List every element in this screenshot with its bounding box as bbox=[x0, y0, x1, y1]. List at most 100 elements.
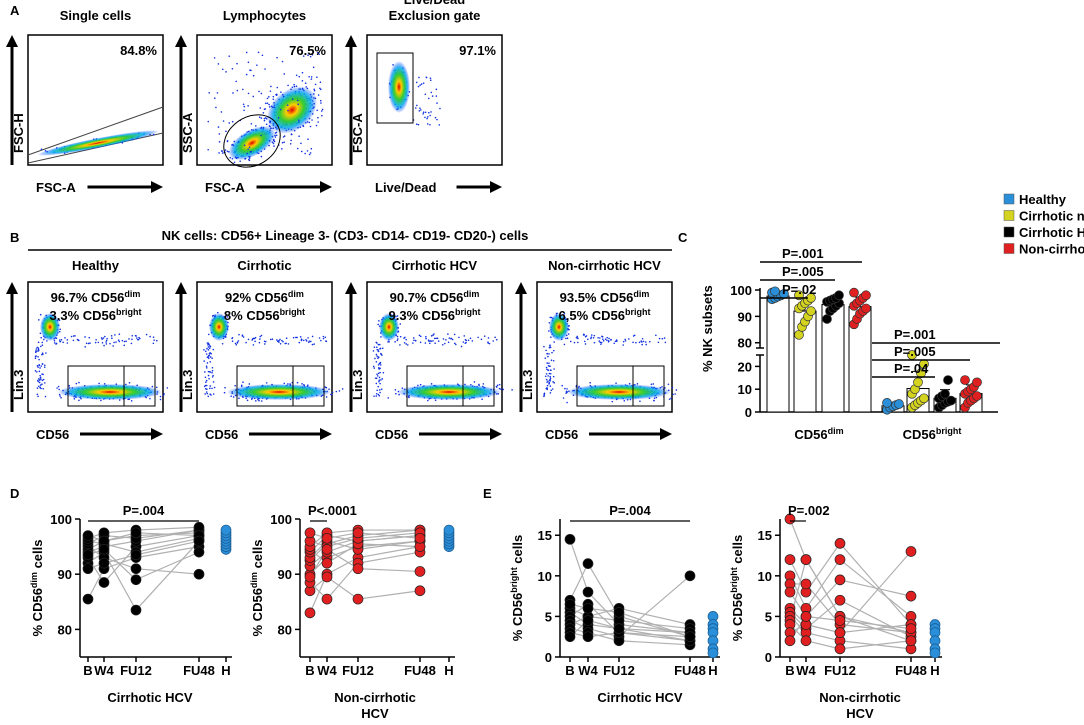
event-dot bbox=[611, 400, 614, 403]
event-dot bbox=[205, 391, 208, 393]
event-dot bbox=[159, 398, 162, 401]
event-dot bbox=[37, 385, 40, 388]
event-dot bbox=[439, 107, 441, 110]
density-cloud bbox=[379, 313, 399, 341]
x-tick-label-part: CD56 bbox=[903, 427, 936, 442]
event-dot bbox=[208, 92, 210, 94]
event-dot bbox=[379, 371, 381, 374]
event-dot bbox=[243, 144, 246, 147]
patient-line bbox=[309, 540, 421, 575]
data-point bbox=[98, 544, 110, 555]
event-dot bbox=[377, 367, 380, 369]
patient-line bbox=[569, 539, 691, 634]
event-dot bbox=[212, 393, 215, 395]
event-dot bbox=[430, 111, 432, 113]
event-dot bbox=[128, 382, 131, 384]
y-tick-label: 10 bbox=[758, 569, 772, 584]
event-dot bbox=[563, 312, 566, 315]
arrow-head bbox=[320, 428, 332, 440]
event-dot bbox=[314, 97, 317, 100]
data-point bbox=[304, 527, 316, 539]
event-dot bbox=[159, 395, 162, 398]
event-dot bbox=[207, 148, 209, 151]
event-dot bbox=[569, 340, 572, 343]
event-dot bbox=[252, 344, 255, 346]
event-dot bbox=[316, 109, 318, 112]
event-dot bbox=[249, 69, 251, 71]
data-point bbox=[321, 571, 333, 583]
event-dot bbox=[414, 339, 417, 342]
event-dot bbox=[552, 349, 555, 352]
event-dot bbox=[372, 350, 375, 352]
x-axis-label: FSC-A bbox=[205, 180, 245, 195]
event-dot bbox=[376, 389, 379, 392]
event-dot bbox=[638, 341, 641, 344]
event-dot bbox=[495, 385, 498, 388]
density-cloud bbox=[266, 86, 318, 134]
event-dot bbox=[583, 340, 586, 343]
patient-line bbox=[309, 576, 421, 600]
event-dot bbox=[311, 335, 314, 338]
event-dot bbox=[231, 340, 234, 342]
event-dot bbox=[496, 384, 499, 387]
event-dot bbox=[301, 80, 304, 82]
y-axis-label: % CD56dim cells bbox=[29, 540, 45, 637]
event-dot bbox=[38, 363, 40, 366]
event-dot bbox=[387, 397, 390, 399]
panel-label: E bbox=[483, 486, 492, 501]
event-dot bbox=[43, 364, 46, 367]
event-dot bbox=[668, 398, 671, 400]
event-dot bbox=[263, 340, 266, 343]
event-dot bbox=[284, 342, 286, 345]
chart-title: Non-cirrhotic bbox=[819, 690, 901, 705]
patient-line bbox=[309, 546, 421, 614]
event-dot bbox=[471, 340, 474, 342]
x-tick-label-part: CD56 bbox=[794, 427, 827, 442]
event-dot bbox=[419, 341, 422, 344]
event-dot bbox=[587, 338, 589, 341]
event-dot bbox=[309, 110, 312, 113]
arrow-head bbox=[490, 181, 502, 193]
event-dot bbox=[105, 339, 108, 342]
event-dot bbox=[34, 370, 37, 372]
event-dot bbox=[72, 339, 75, 342]
event-dot bbox=[260, 117, 263, 119]
event-dot bbox=[415, 81, 418, 84]
event-dot bbox=[268, 96, 270, 98]
event-dot bbox=[285, 337, 288, 340]
data-point bbox=[946, 395, 956, 406]
y-axis-label-part: % NK subsets bbox=[700, 285, 715, 372]
event-dot bbox=[225, 71, 227, 73]
event-dot bbox=[242, 336, 245, 338]
event-dot bbox=[221, 152, 224, 154]
event-dot bbox=[322, 337, 325, 340]
event-dot bbox=[228, 55, 231, 57]
gate-label-part: dim bbox=[288, 289, 304, 299]
event-dot bbox=[37, 350, 40, 352]
event-dot bbox=[429, 79, 432, 82]
event-dot bbox=[242, 381, 244, 383]
plot-title: Cirrhotic HCV bbox=[392, 258, 478, 273]
data-point bbox=[943, 375, 953, 385]
event-dot bbox=[256, 64, 258, 66]
y-tick-label: 10 bbox=[538, 569, 552, 584]
event-dot bbox=[313, 88, 315, 91]
legend-label: Healthy bbox=[1019, 192, 1067, 207]
event-dot bbox=[36, 387, 39, 389]
y-axis-label-part: dim bbox=[249, 572, 259, 588]
event-dot bbox=[205, 379, 208, 382]
event-dot bbox=[74, 335, 76, 337]
data-point bbox=[321, 557, 333, 569]
event-dot bbox=[221, 342, 224, 345]
patient-line bbox=[87, 526, 200, 539]
event-dot bbox=[211, 371, 213, 374]
event-dot bbox=[640, 340, 642, 342]
event-dot bbox=[289, 142, 292, 145]
event-dot bbox=[438, 124, 441, 126]
event-dot bbox=[205, 384, 208, 387]
event-dot bbox=[253, 337, 256, 340]
event-dot bbox=[39, 367, 41, 369]
event-dot bbox=[657, 341, 660, 344]
event-dot bbox=[460, 345, 463, 348]
data-point bbox=[784, 554, 796, 565]
